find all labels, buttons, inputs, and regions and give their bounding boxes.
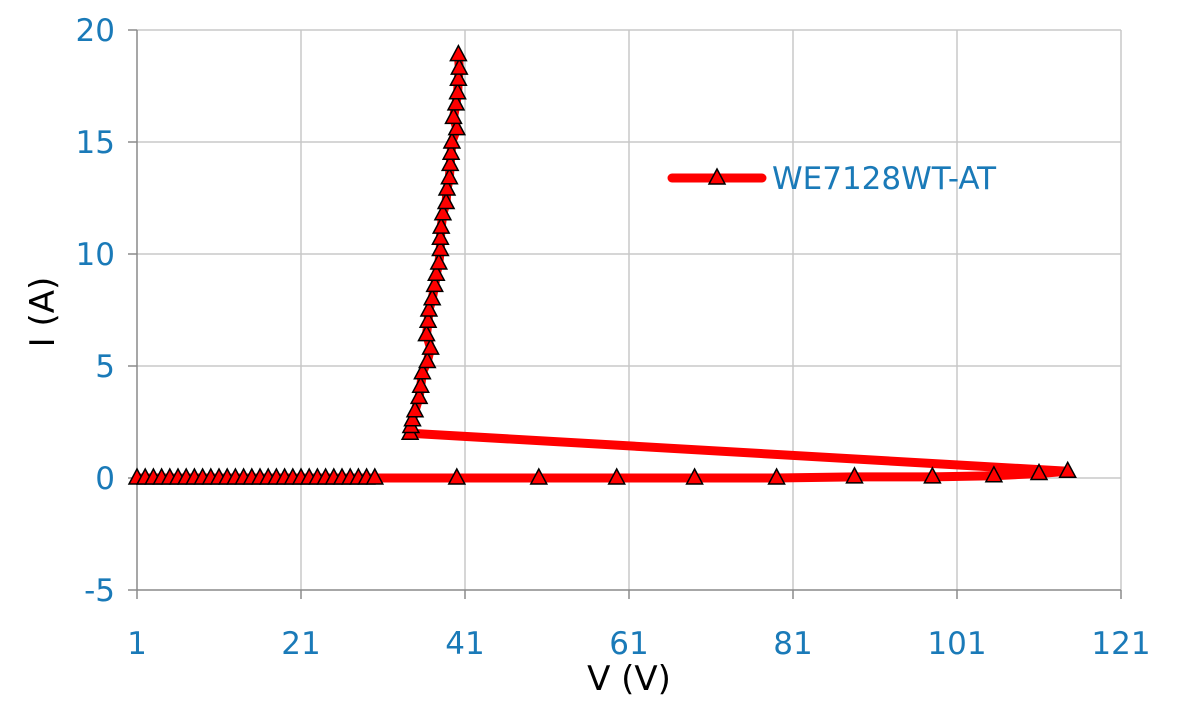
gridlines [137,29,1122,590]
data-point-marker [685,467,704,485]
data-point-marker [422,288,442,306]
data-point-marker [437,178,457,196]
y-tick-label: 0 [95,461,115,497]
legend-label: WE7128WT-AT [772,161,997,197]
data-point-marker [447,467,467,485]
data-point-marker [418,310,438,328]
data-point-marker [450,57,469,75]
data-point-marker [403,409,422,427]
x-tick-label: 121 [1091,626,1150,662]
x-axis-title: V (V) [587,659,671,699]
y-tick-label: 15 [76,125,115,161]
data-point-marker [1029,462,1049,481]
data-point-marker [431,238,450,257]
data-point-marker [418,350,437,369]
data-point-marker [427,263,446,281]
y-tick-label: -5 [84,573,115,609]
data-point-marker [845,466,864,484]
data-point-marker [431,227,450,246]
y-tick-label: 20 [76,13,115,49]
data-point-marker [419,299,439,317]
data-point-marker [442,131,462,149]
data-point-marker [446,93,466,111]
data-point-marker [1058,460,1077,479]
data-point-marker [411,375,430,393]
data-point-marker [421,337,440,355]
data-point-marker [529,467,549,485]
data-point-marker [607,467,626,485]
data-point-marker [444,106,463,125]
data-point-marker [447,118,467,136]
x-tick-label: 21 [281,626,320,662]
data-point-marker [449,68,468,87]
data-point-marker [409,386,429,405]
x-tick-label: 41 [445,626,484,662]
data-point-marker [433,203,453,221]
data-point-marker [365,467,385,485]
data-point-marker [425,274,444,293]
y-tick-label: 10 [76,237,115,273]
x-tick-label: 81 [773,626,812,662]
data-point-marker [413,362,432,380]
legend-marker-icon [707,167,727,185]
x-tick-label: 101 [927,626,986,662]
data-point-marker [449,44,468,62]
data-point-marker [436,191,456,210]
legend: WE7128WT-AT [667,161,997,197]
data-point-marker [405,400,425,418]
y-tick-label: 5 [95,349,115,385]
data-point-marker [984,465,1004,483]
x-tick-label: 61 [609,626,648,662]
y-axis-title: I (A) [23,277,63,348]
data-point-marker [923,466,942,484]
axes [128,29,1122,599]
data-point-marker [417,324,436,342]
data-point-marker [448,82,467,100]
data-point-marker [440,167,459,185]
data-point-marker [767,467,786,485]
series-layer [127,44,1077,485]
data-point-marker [441,142,461,160]
data-point-marker [431,216,451,234]
data-point-marker [440,153,460,172]
x-tick-label: 1 [127,626,147,662]
data-point-marker [429,252,449,270]
series-line [132,50,1073,483]
